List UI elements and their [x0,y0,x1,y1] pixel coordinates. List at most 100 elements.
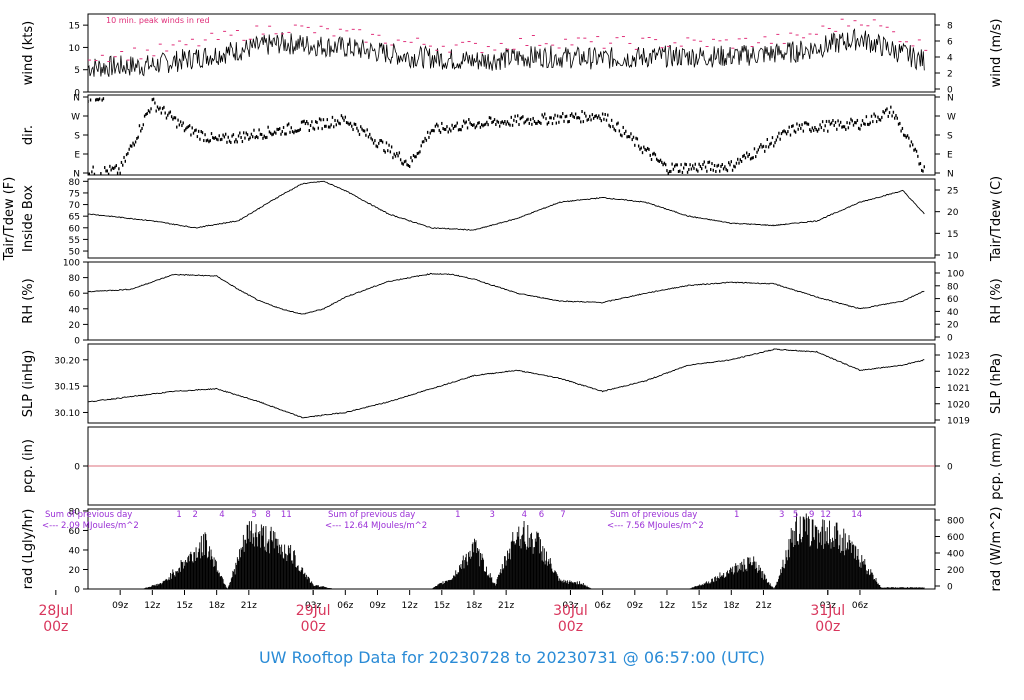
rad-hour-mark: 1 [734,510,739,520]
right-tick-label: 1023 [947,352,970,362]
left-tick-label: 0 [74,337,80,347]
day-sum-title: Sum of previous day [610,510,697,520]
right-tick-label: 400 [947,550,964,560]
time-tick-label: 03z [305,601,321,611]
series-temp [88,180,925,231]
ylabel-right: rad (W/m^2) [989,507,1004,592]
time-tick-label: 21z [241,601,257,611]
rad-hour-mark: 6 [539,510,544,520]
ylabel-right: RH (%) [989,278,1004,323]
right-tick-label: 200 [947,566,964,576]
right-tick-label: 6 [947,38,953,48]
time-tick-label: 18z [466,601,482,611]
panel-rh: 0 20 40 60 80 100 0 20 40 60 80 100 RH (%) RH (%) [21,259,1004,347]
left-tick-label: 80 [69,507,81,517]
left-tick-label: N [73,94,80,104]
series-slp [88,348,925,419]
time-tick-label: 18z [723,601,739,611]
right-tick-label: 60 [947,295,959,305]
series-rh [88,272,925,315]
left-tick-label: 80 [69,274,81,284]
data-rh [88,272,925,315]
left-tick-label: 15 [69,22,80,32]
panel-wind: 0 5 10 15 0 2 4 6 8 wind (kts) wind (m/s) 10 min. p… [21,13,1004,99]
rad-hour-mark: 14 [851,510,862,520]
rad-hour-mark: 8 [265,510,270,520]
day-sum-value: <--- 7.56 MJoules/m^2 [607,521,704,531]
right-tick-label: 4 [947,54,953,64]
right-tick-label: 600 [947,533,964,543]
ylabel-left: RH (%) [21,278,36,323]
left-tick-label: 0 [74,586,80,596]
right-tick-label: 0 [947,583,953,593]
right-tick-label: 0 [947,86,953,96]
rad-hour-mark: 11 [281,510,292,520]
day-label-time: 00z [301,619,326,635]
left-tick-label: N [73,170,80,180]
right-tick-label: 40 [947,308,959,318]
data-dir [88,97,925,175]
rad-hour-mark: 9 [809,510,814,520]
rad-hour-mark: 4 [522,510,527,520]
left-tick-label: 30.20 [54,356,80,366]
left-tick-label: 20 [69,566,81,576]
day-label-date: 29Jul [296,603,331,619]
right-tick-label: 25 [947,187,958,197]
rad-hour-mark: 12 [820,510,831,520]
ylabel-left: rad (Lgly/hr) [21,509,36,590]
ylabel-left: SLP (inHg) [21,350,36,418]
rad-hour-mark: 3 [779,510,784,520]
left-tick-label: 30.15 [54,383,80,393]
day-label-time: 00z [815,619,840,635]
ylabel-left: dir. [21,125,36,145]
right-tick-label: 1022 [947,368,970,378]
right-tick-label: E [947,151,953,161]
day-sum-title: Sum of previous day [328,510,415,520]
right-tick-label: 100 [947,270,964,280]
ylabel-left: wind (kts) [21,21,36,85]
left-tick-label: S [74,132,80,142]
ylabel-left: Tair/Tdew (F) [2,177,17,262]
left-tick-label: 0 [74,89,80,99]
time-tick-label: 21z [498,601,514,611]
left-tick-label: 70 [69,201,81,211]
ylabel-right: Tair/Tdew (C) [989,176,1004,262]
panel-pcp: 0 0 pcp. (in) pcp. (mm) [21,426,1004,506]
panel-frame [87,94,936,176]
time-tick-label: 06z [337,601,353,611]
right-tick-label: 0 [947,334,953,344]
time-tick-label: 03z [562,601,578,611]
rad-hour-mark: 5 [793,510,798,520]
left-tick-label: 40 [69,305,81,315]
left-tick-label: E [74,151,80,161]
panel-frame [87,178,936,259]
right-tick-label: 20 [947,321,959,331]
time-tick-label: 12z [659,601,675,611]
data-slp [88,348,925,419]
rad-hour-mark: 3 [489,510,494,520]
left-tick-label: 75 [69,189,80,199]
series-wind [88,28,925,77]
rad-hour-mark: 4 [219,510,224,520]
time-tick-label: 12z [402,601,418,611]
left-tick-label: 60 [69,224,81,234]
left-tick-label: 10 [69,44,81,54]
day-sum-title: Sum of previous day [45,510,132,520]
right-tick-label: 800 [947,517,964,527]
right-tick-label: 20 [947,208,959,218]
right-tick-label: 80 [947,282,959,292]
panel-slp: 30.10 30.15 30.20 1019 1020 1021 1022 1023 SLP (… [21,343,1004,427]
time-tick-label: 12z [144,601,160,611]
rad-hour-mark: 2 [193,510,198,520]
time-tick-label: 21z [755,601,771,611]
right-tick-label: N [947,170,954,180]
right-tick-label: 1021 [947,384,970,394]
left-tick-label: 30.10 [54,409,80,419]
left-tick-label: 65 [69,213,80,223]
right-tick-label: W [947,113,956,123]
left-tick-label: W [71,113,80,123]
right-tick-label: 15 [947,230,958,240]
